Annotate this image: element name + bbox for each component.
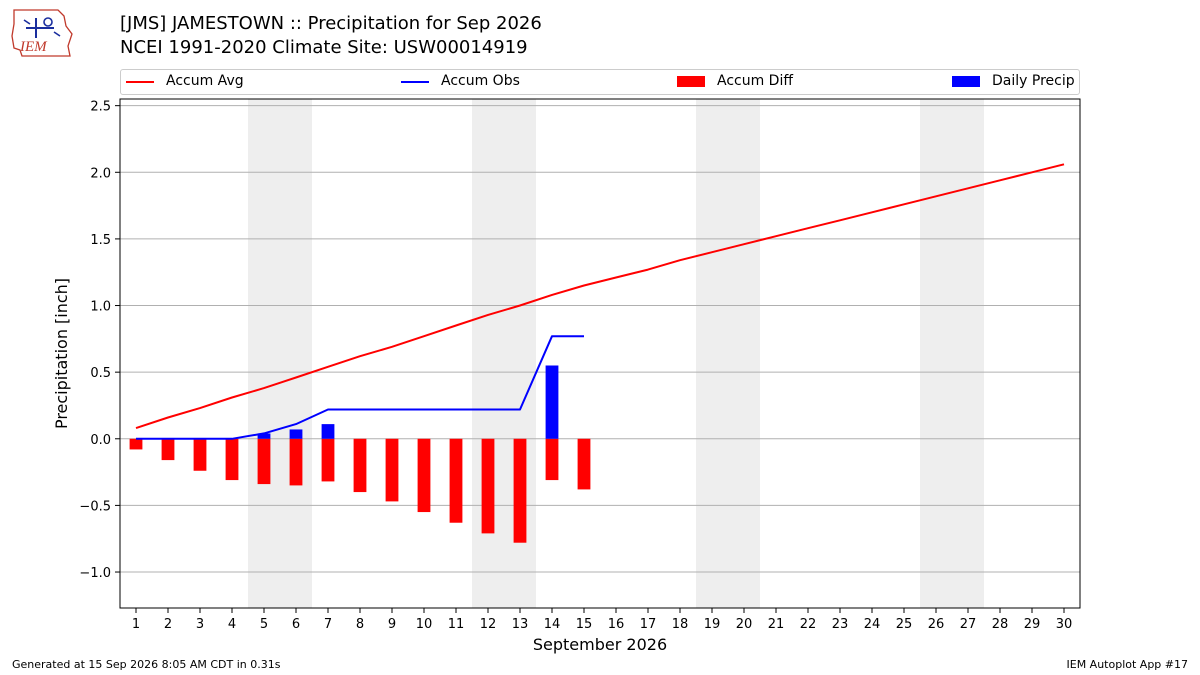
accum-diff-bar xyxy=(321,438,335,482)
accum-avg-line xyxy=(135,163,1065,430)
weekend-shade xyxy=(696,99,728,608)
y-tick-label: 2.0 xyxy=(90,166,111,181)
y-tick-label: 2.5 xyxy=(90,100,111,115)
x-tick-label: 6 xyxy=(292,617,300,632)
chart-subtitle: NCEI 1991-2020 Climate Site: USW00014919 xyxy=(120,37,528,58)
legend-swatch-accum-diff xyxy=(677,76,705,87)
x-tick-label: 11 xyxy=(448,617,465,632)
weekend-shade xyxy=(280,99,312,608)
x-tick-label: 8 xyxy=(356,617,364,632)
y-tick-label: 1.0 xyxy=(90,300,111,315)
accum-diff-bar xyxy=(481,438,495,534)
legend-swatch-accum-obs xyxy=(401,81,429,83)
x-tick-label: 23 xyxy=(832,617,849,632)
accum-diff-bar xyxy=(545,438,559,481)
x-tick-label: 13 xyxy=(512,617,529,632)
daily-precip-bar xyxy=(545,365,559,439)
x-tick-label: 25 xyxy=(896,617,913,632)
autoplot-app-id: IEM Autoplot App #17 xyxy=(1066,658,1189,671)
y-tick-label: 1.5 xyxy=(90,233,111,248)
x-tick-label: 17 xyxy=(640,617,657,632)
accum-diff-bar xyxy=(577,438,591,490)
legend-swatch-accum-avg xyxy=(126,81,154,83)
weekend-shade xyxy=(728,99,760,608)
chart-legend: Accum Avg Accum Obs Accum Diff Daily Pre… xyxy=(120,69,1080,95)
accum-diff-bar xyxy=(289,438,303,486)
x-tick-label: 20 xyxy=(736,617,753,632)
x-tick-label: 14 xyxy=(544,617,561,632)
y-tick-label: 0.0 xyxy=(90,433,111,448)
legend-label-daily-precip: Daily Precip xyxy=(992,73,1075,89)
accum-diff-bar xyxy=(129,438,143,450)
accum-diff-bar xyxy=(257,438,271,485)
chart-title: [JMS] JAMESTOWN :: Precipitation for Sep… xyxy=(120,13,542,34)
x-axis-label: September 2026 xyxy=(533,635,667,654)
x-tick-label: 1 xyxy=(132,617,140,632)
logo-text: IEM xyxy=(19,39,48,55)
weekend-shade xyxy=(920,99,952,608)
plot-frame xyxy=(119,98,1081,609)
iem-logo: IEM xyxy=(11,9,73,57)
y-tick-label: −0.5 xyxy=(79,499,111,514)
accum-diff-bar xyxy=(161,438,175,461)
x-tick-label: 12 xyxy=(480,617,497,632)
accum-diff-bar xyxy=(417,438,431,513)
x-tick-label: 2 xyxy=(164,617,172,632)
weekend-shade xyxy=(248,99,280,608)
daily-precip-bar xyxy=(321,424,335,439)
legend-label-accum-avg: Accum Avg xyxy=(166,73,244,89)
legend-label-accum-diff: Accum Diff xyxy=(717,73,794,89)
accum-obs-line xyxy=(136,335,584,440)
x-tick-label: 19 xyxy=(704,617,721,632)
x-tick-label: 26 xyxy=(928,617,945,632)
accum-diff-bar xyxy=(449,438,463,523)
x-tick-label: 24 xyxy=(864,617,881,632)
x-tick-label: 18 xyxy=(672,617,689,632)
x-tick-label: 21 xyxy=(768,617,785,632)
x-tick-label: 16 xyxy=(608,617,625,632)
weekend-shade xyxy=(952,99,984,608)
x-tick-label: 7 xyxy=(324,617,332,632)
x-tick-label: 9 xyxy=(388,617,396,632)
legend-swatch-daily-precip xyxy=(952,76,980,87)
accum-diff-bar xyxy=(193,438,207,471)
x-tick-label: 10 xyxy=(416,617,433,632)
accum-diff-bar xyxy=(353,438,367,493)
daily-precip-bar xyxy=(289,429,303,439)
y-tick-label: −1.0 xyxy=(79,566,111,581)
x-tick-label: 3 xyxy=(196,617,204,632)
x-tick-label: 5 xyxy=(260,617,268,632)
x-tick-label: 28 xyxy=(992,617,1009,632)
accum-diff-bar xyxy=(385,438,399,502)
x-tick-label: 15 xyxy=(576,617,593,632)
accum-diff-bar xyxy=(513,438,527,543)
legend-label-accum-obs: Accum Obs xyxy=(441,73,520,89)
x-tick-label: 4 xyxy=(228,617,236,632)
generated-timestamp: Generated at 15 Sep 2026 8:05 AM CDT in … xyxy=(12,658,281,671)
x-tick-label: 30 xyxy=(1056,617,1073,632)
accum-diff-bar xyxy=(225,438,239,481)
x-tick-label: 27 xyxy=(960,617,977,632)
x-tick-label: 29 xyxy=(1024,617,1041,632)
y-axis-label: Precipitation [inch] xyxy=(52,278,71,429)
y-tick-label: 0.5 xyxy=(90,366,111,381)
x-tick-label: 22 xyxy=(800,617,817,632)
daily-precip-bar xyxy=(257,433,271,439)
